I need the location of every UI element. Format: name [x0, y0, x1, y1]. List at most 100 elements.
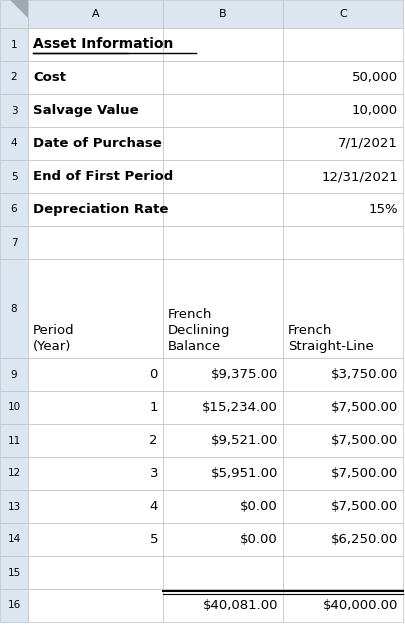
Bar: [282, 0, 402, 28]
Bar: [0, 523, 28, 556]
Text: 5: 5: [11, 172, 17, 182]
Bar: [162, 523, 282, 556]
Text: 50,000: 50,000: [351, 71, 397, 84]
Bar: [0, 28, 28, 61]
Bar: [282, 226, 402, 259]
Bar: [28, 457, 162, 490]
Text: $7,500.00: $7,500.00: [330, 434, 397, 447]
Bar: [28, 589, 162, 622]
Text: $0.00: $0.00: [240, 533, 277, 546]
Bar: [28, 127, 162, 160]
Bar: [28, 160, 162, 193]
Bar: [162, 259, 282, 358]
Bar: [28, 556, 162, 589]
Text: $9,521.00: $9,521.00: [210, 434, 277, 447]
Text: 12: 12: [7, 468, 21, 478]
Bar: [162, 127, 282, 160]
Text: Asset Information: Asset Information: [33, 37, 173, 52]
Text: 3: 3: [11, 105, 17, 115]
Bar: [0, 61, 28, 94]
Bar: [282, 61, 402, 94]
Text: 1: 1: [11, 40, 17, 49]
Bar: [28, 358, 162, 391]
Text: $7,500.00: $7,500.00: [330, 500, 397, 513]
Bar: [28, 424, 162, 457]
Bar: [0, 193, 28, 226]
Bar: [282, 424, 402, 457]
Bar: [0, 424, 28, 457]
Text: 11: 11: [7, 435, 21, 445]
Bar: [162, 226, 282, 259]
Polygon shape: [10, 0, 28, 18]
Text: $3,750.00: $3,750.00: [330, 368, 397, 381]
Bar: [28, 259, 162, 358]
Bar: [162, 358, 282, 391]
Bar: [28, 28, 162, 61]
Bar: [28, 490, 162, 523]
Text: $0.00: $0.00: [240, 500, 277, 513]
Bar: [282, 193, 402, 226]
Text: 10,000: 10,000: [351, 104, 397, 117]
Bar: [28, 391, 162, 424]
Bar: [0, 490, 28, 523]
Bar: [162, 94, 282, 127]
Bar: [282, 94, 402, 127]
Bar: [0, 457, 28, 490]
Text: $7,500.00: $7,500.00: [330, 401, 397, 414]
Bar: [28, 523, 162, 556]
Bar: [28, 193, 162, 226]
Text: 15%: 15%: [367, 203, 397, 216]
Text: 5: 5: [149, 533, 158, 546]
Bar: [162, 391, 282, 424]
Text: $40,081.00: $40,081.00: [202, 599, 277, 612]
Bar: [282, 160, 402, 193]
Text: $40,000.00: $40,000.00: [322, 599, 397, 612]
Text: 13: 13: [7, 502, 21, 512]
Bar: [282, 391, 402, 424]
Bar: [0, 127, 28, 160]
Bar: [28, 0, 162, 28]
Text: French
Straight-Line: French Straight-Line: [287, 324, 373, 353]
Text: 7/1/2021: 7/1/2021: [337, 137, 397, 150]
Text: 1: 1: [149, 401, 158, 414]
Text: $9,375.00: $9,375.00: [210, 368, 277, 381]
Text: Salvage Value: Salvage Value: [33, 104, 138, 117]
Text: 6: 6: [11, 204, 17, 215]
Bar: [0, 358, 28, 391]
Text: Cost: Cost: [33, 71, 66, 84]
Bar: [162, 61, 282, 94]
Text: 12/31/2021: 12/31/2021: [320, 170, 397, 183]
Text: 14: 14: [7, 534, 21, 545]
Bar: [28, 61, 162, 94]
Bar: [28, 226, 162, 259]
Text: C: C: [338, 9, 346, 19]
Bar: [0, 556, 28, 589]
Bar: [162, 457, 282, 490]
Bar: [0, 226, 28, 259]
Bar: [162, 28, 282, 61]
Text: $5,951.00: $5,951.00: [210, 467, 277, 480]
Text: 15: 15: [7, 567, 21, 577]
Bar: [282, 523, 402, 556]
Text: $7,500.00: $7,500.00: [330, 467, 397, 480]
Bar: [282, 259, 402, 358]
Bar: [0, 160, 28, 193]
Text: Date of Purchase: Date of Purchase: [33, 137, 161, 150]
Text: 10: 10: [7, 403, 21, 413]
Bar: [282, 127, 402, 160]
Text: $15,234.00: $15,234.00: [202, 401, 277, 414]
Bar: [162, 424, 282, 457]
Text: Period
(Year): Period (Year): [33, 324, 75, 353]
Bar: [28, 94, 162, 127]
Text: 2: 2: [149, 434, 158, 447]
Bar: [282, 28, 402, 61]
Text: 3: 3: [149, 467, 158, 480]
Text: $6,250.00: $6,250.00: [330, 533, 397, 546]
Text: 16: 16: [7, 601, 21, 611]
Bar: [162, 556, 282, 589]
Bar: [0, 94, 28, 127]
Text: A: A: [92, 9, 99, 19]
Text: 8: 8: [11, 304, 17, 314]
Text: 2: 2: [11, 73, 17, 83]
Text: 4: 4: [11, 138, 17, 148]
